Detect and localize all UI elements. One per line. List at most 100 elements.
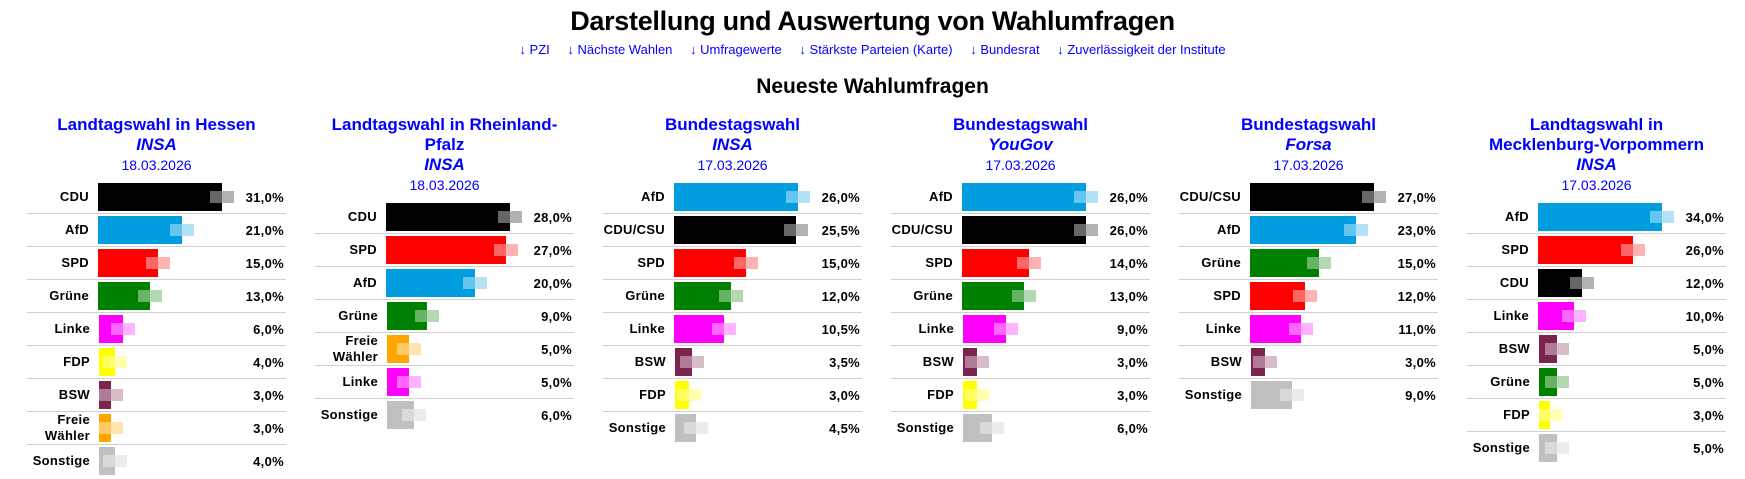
bar-row: SPD 26,0%: [1467, 233, 1726, 266]
bar: [1250, 282, 1306, 310]
bar-marker: [795, 224, 808, 236]
value-label: 3,0%: [1405, 354, 1436, 370]
bar-row: SPD 14,0%: [891, 246, 1150, 279]
party-label: AfD: [1504, 209, 1529, 224]
value-label: 20,0%: [533, 275, 572, 291]
value-label: 34,0%: [1685, 209, 1724, 225]
section-title: Neueste Wahlumfragen: [756, 75, 989, 98]
poll-panel: Landtagswahl in Hessen INSA 18.03.2026 C…: [27, 115, 286, 477]
bar-row: Linke 5,0%: [315, 365, 574, 398]
bar-marker: [150, 290, 162, 302]
bar-row: Grüne 15,0%: [1179, 246, 1438, 279]
poll-title[interactable]: Bundestagswahl: [952, 115, 1089, 134]
bar: [962, 249, 1029, 277]
bar-track: [675, 348, 825, 376]
bar: [963, 315, 1006, 343]
poll-title[interactable]: Landtagswahl in Mecklenburg-Vorpommern: [1488, 115, 1705, 154]
poll-date: 17.03.2026: [1561, 177, 1632, 193]
bar-track: [98, 249, 246, 277]
party-label: Linke: [1493, 308, 1529, 323]
bar: [675, 414, 697, 442]
bar-track: [1538, 236, 1686, 264]
link-bundesrat[interactable]: ↓ Bundesrat: [970, 42, 1040, 57]
bar: [386, 203, 510, 231]
poll-title[interactable]: Landtagswahl in Rheinland-Pfalz: [331, 115, 558, 154]
bar-marker: [1005, 323, 1018, 335]
party-label: Sonstige: [32, 453, 90, 468]
poll-date: 18.03.2026: [121, 157, 192, 173]
bar-track: [98, 183, 246, 211]
poll-institute[interactable]: INSA: [424, 155, 465, 174]
party-label: SPD: [61, 255, 89, 270]
party-label: Linke: [54, 321, 90, 336]
bar: [99, 315, 123, 343]
bar-track: [962, 282, 1110, 310]
link-naechste-wahlen[interactable]: ↓ Nächste Wahlen: [567, 42, 673, 57]
bar-marker: [1293, 290, 1306, 302]
poll-title[interactable]: Landtagswahl in Hessen: [57, 115, 256, 134]
poll-panel: Bundestagswahl YouGov 17.03.2026 AfD 26,…: [891, 115, 1150, 444]
bar-track: [1250, 282, 1398, 310]
bar-row: CDU/CSU 25,5%: [603, 213, 862, 246]
party-label: Sonstige: [1472, 440, 1530, 455]
link-umfragewerte[interactable]: ↓ Umfragewerte: [690, 42, 782, 57]
poll-institute[interactable]: INSA: [136, 135, 177, 154]
bar-marker: [103, 455, 115, 467]
bar: [387, 368, 410, 396]
bar-marker: [1300, 323, 1313, 335]
bar-row: CDU 31,0%: [27, 181, 286, 213]
value-label: 3,5%: [829, 354, 860, 370]
poll-institute[interactable]: INSA: [1576, 155, 1617, 174]
value-label: 3,0%: [829, 387, 860, 403]
value-label: 14,0%: [1109, 255, 1148, 271]
party-label: Freie Wähler: [332, 333, 378, 364]
poll-date: 17.03.2026: [1273, 157, 1344, 173]
bar-row: FDP 3,0%: [891, 378, 1150, 411]
poll-institute[interactable]: YouGov: [988, 135, 1053, 154]
value-label: 9,0%: [1405, 387, 1436, 403]
poll-title[interactable]: Bundestagswahl: [664, 115, 801, 134]
bar: [1538, 269, 1582, 297]
poll-institute[interactable]: INSA: [712, 135, 753, 154]
bar-track: [387, 335, 537, 363]
bar-track: [674, 216, 822, 244]
link-pzi[interactable]: ↓ PZI: [519, 42, 550, 57]
value-label: 5,0%: [1693, 440, 1724, 456]
bar-row: SPD 15,0%: [27, 246, 286, 279]
bar-track: [963, 381, 1113, 409]
bar-marker: [1562, 310, 1575, 322]
bar-marker: [397, 376, 410, 388]
party-label: Grüne: [49, 288, 89, 303]
bar-row: CDU/CSU 26,0%: [891, 213, 1150, 246]
bar-marker: [1280, 389, 1293, 401]
poll-title[interactable]: Bundestagswahl: [1240, 115, 1377, 134]
poll-bars: CDU/CSU 27,0% AfD 23,0% Grüne 15,0% SPD: [1179, 181, 1438, 411]
party-label: Grüne: [913, 288, 953, 303]
value-label: 3,0%: [253, 387, 284, 403]
bar-marker: [1074, 191, 1086, 203]
party-label: Linke: [1205, 321, 1242, 336]
bar-track: [387, 302, 537, 330]
bar-row: Grüne 13,0%: [27, 279, 286, 312]
bar-row: Grüne 12,0%: [603, 279, 862, 312]
poll-panel: Landtagswahl in Rheinland-Pfalz INSA 18.…: [315, 115, 574, 431]
bar-row: SPD 12,0%: [1179, 279, 1438, 312]
bar: [387, 335, 410, 363]
bar-row: BSW 3,0%: [891, 345, 1150, 378]
bar-marker: [1086, 224, 1098, 236]
party-label: AfD: [352, 275, 377, 290]
bar-marker: [401, 409, 414, 421]
value-label: 6,0%: [1117, 420, 1148, 436]
poll-institute[interactable]: Forsa: [1285, 135, 1332, 154]
link-staerkste-parteien[interactable]: ↓ Stärkste Parteien (Karte): [799, 42, 953, 57]
party-label: Linke: [918, 321, 954, 336]
value-label: 27,0%: [1397, 189, 1436, 205]
bar-row: AfD 20,0%: [315, 266, 574, 299]
link-zuverlaessigkeit[interactable]: ↓ Zuverlässigkeit der Institute: [1057, 42, 1226, 57]
bar-track: [1538, 269, 1686, 297]
bar-marker: [977, 356, 990, 368]
bar-track: [99, 381, 249, 409]
party-label: BSW: [1498, 341, 1530, 356]
bar-track: [675, 414, 825, 442]
bar: [674, 315, 725, 343]
